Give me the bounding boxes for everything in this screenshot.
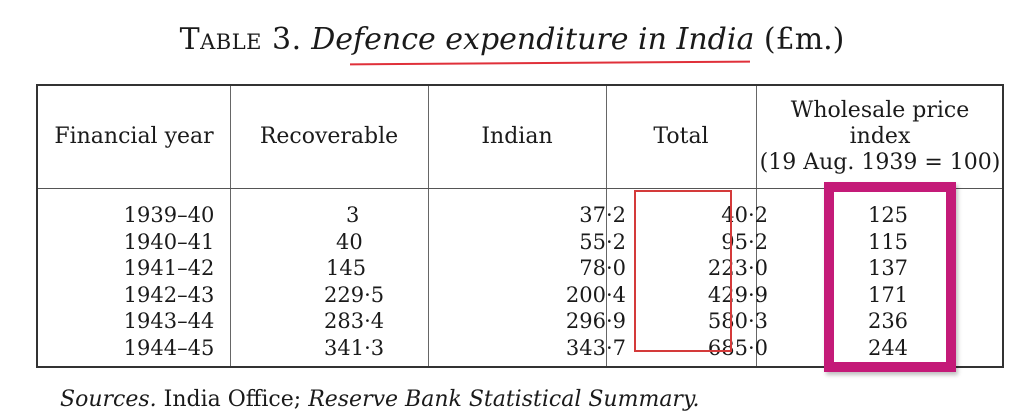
column-financial-year: 1939–40 1940–41 1941–42 1942–43 1943–44 … (94, 202, 244, 361)
table-caption: Table 3. Defence expenditure in India (£… (0, 18, 1024, 62)
header-financial-year: Financial year (54, 124, 214, 149)
cell-indian: 296·9 (565, 309, 626, 333)
cell-total: 685·0 (707, 335, 768, 360)
cell-year: 1940–41 (123, 229, 215, 254)
wpi-column-highlight-box (824, 182, 956, 372)
header-wpi-line: Wholesale price (790, 98, 970, 123)
total-column-highlight-box (634, 190, 732, 352)
cell-indian: 55·2 (579, 229, 626, 254)
cell-wpi: 244 (867, 335, 909, 360)
cell-wpi: 236 (867, 309, 909, 333)
cell-year: 1939–40 (123, 203, 215, 227)
cell-total: 95·2 (721, 229, 768, 254)
cell-indian: 37·2 (579, 203, 626, 227)
column-wholesale-price-index: 125 115 137 171 236 244 (838, 202, 938, 361)
cell-wpi: 125 (867, 203, 909, 227)
sources-plain: India Office; (163, 387, 302, 412)
cell-year: 1943–44 (123, 309, 215, 333)
table-unit: (£m.) (763, 22, 845, 57)
cell-indian: 78·0 (579, 256, 626, 280)
column-divider (606, 86, 607, 366)
cell-recoverable: 145 (326, 256, 367, 280)
cell-wpi: 171 (867, 282, 909, 307)
header-indian: Indian (481, 124, 553, 149)
header-total: Total (653, 124, 709, 149)
column-divider (428, 86, 429, 366)
cell-recoverable: 341·3 (324, 335, 385, 360)
cell-total: 223·0 (707, 256, 768, 280)
sources-italic: Reserve Bank Statistical Summary. (308, 387, 700, 412)
expenditure-table: Financial year Recoverable Indian Total … (36, 84, 1004, 368)
header-wholesale-price-index: Wholesale price index (19 Aug. 1939 = 10… (756, 86, 1004, 188)
column-total: 40·2 95·2 223·0 429·9 580·3 685·0 (648, 202, 768, 361)
header-wpi-line: (19 Aug. 1939 = 100) (759, 150, 1001, 175)
header-wpi-line: index (849, 124, 911, 149)
column-divider (230, 86, 231, 366)
sources-label: Sources. (60, 387, 157, 412)
cell-total: 580·3 (707, 309, 768, 333)
header-recoverable: Recoverable (259, 124, 399, 149)
cell-recoverable: 229·5 (324, 282, 385, 307)
cell-year: 1944–45 (123, 335, 215, 360)
table-label: Table 3. (179, 22, 302, 57)
header-divider (38, 188, 1002, 189)
sources-note: Sources. India Office; Reserve Bank Stat… (60, 386, 699, 414)
column-indian: 37·2 55·2 78·0 200·4 296·9 343·7 (506, 202, 626, 361)
cell-recoverable: 3 (346, 203, 360, 227)
cell-recoverable: 40 (336, 229, 363, 254)
column-recoverable: 3 40 145 229·5 283·4 341·3 (308, 202, 428, 361)
table-title: Defence expenditure in India (311, 22, 755, 57)
cell-wpi: 137 (867, 256, 909, 280)
cell-year: 1942–43 (123, 282, 215, 307)
column-divider (756, 86, 757, 366)
cell-year: 1941–42 (123, 256, 215, 280)
cell-total: 40·2 (721, 203, 768, 227)
cell-recoverable: 283·4 (324, 309, 385, 333)
cell-indian: 343·7 (565, 335, 626, 360)
cell-indian: 200·4 (565, 282, 626, 307)
cell-wpi: 115 (867, 229, 909, 254)
cell-total: 429·9 (707, 282, 768, 307)
